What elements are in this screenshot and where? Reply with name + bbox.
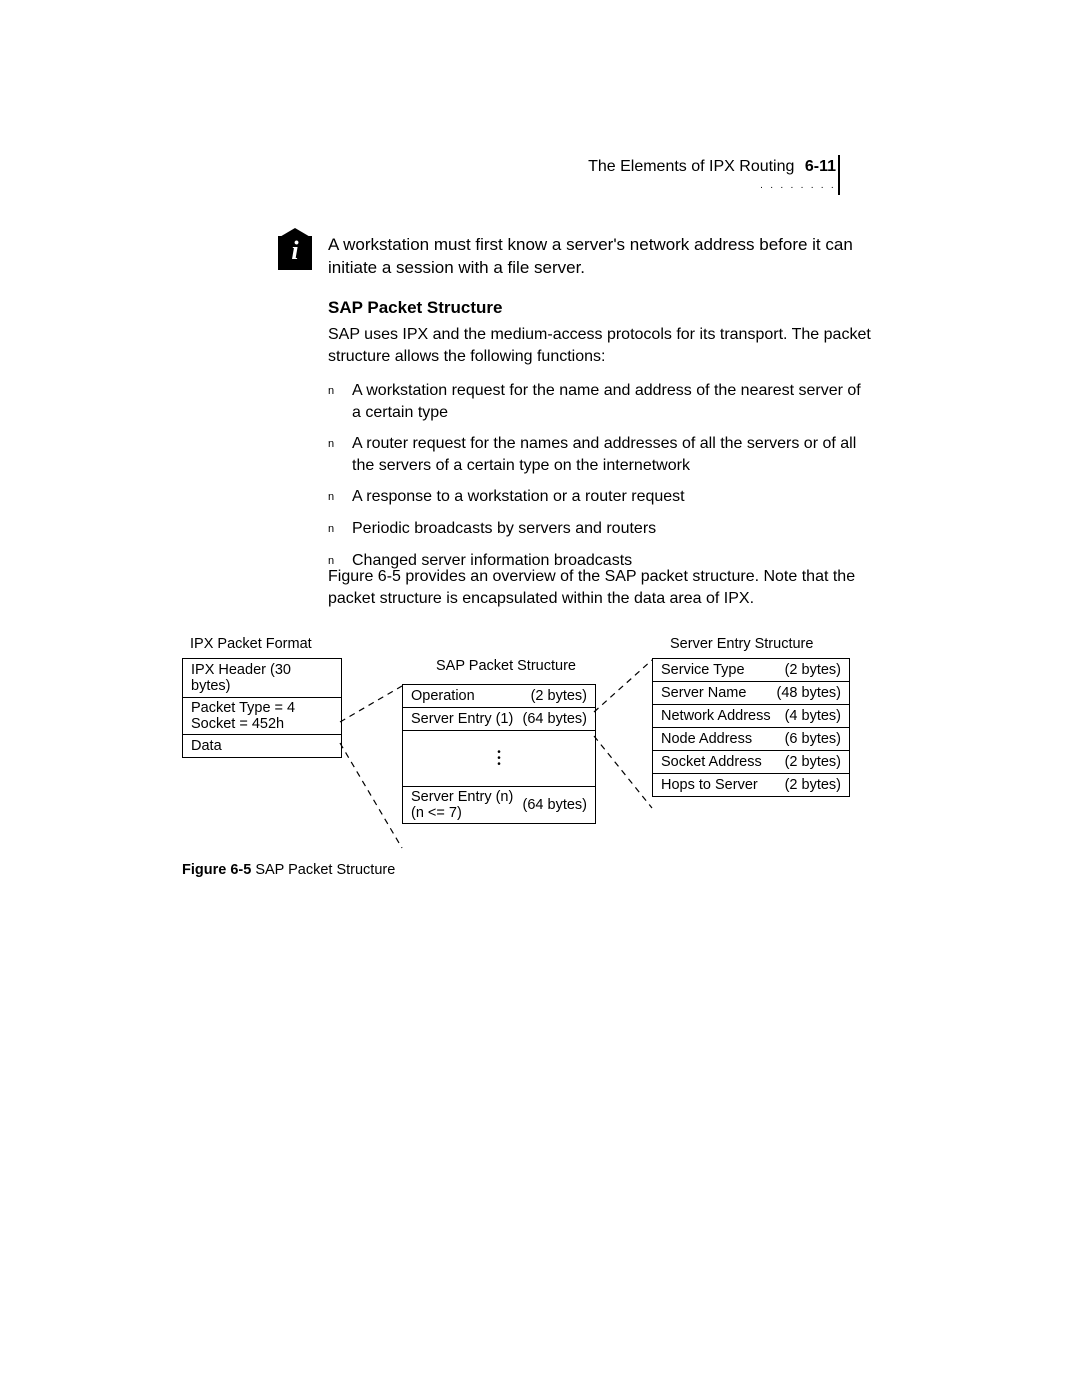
table-row: Socket Address (2 bytes) [653, 751, 849, 774]
cell-line: Packet Type = 4 [191, 700, 333, 716]
bullet-text: A response to a workstation or a router … [352, 486, 870, 508]
list-item: n A router request for the names and add… [328, 433, 870, 476]
header-title: The Elements of IPX Routing [588, 158, 794, 175]
bullet-list: n A workstation request for the name and… [328, 380, 870, 581]
bullet-text: A workstation request for the name and a… [352, 380, 870, 423]
bullet-text: Periodic broadcasts by servers and route… [352, 518, 870, 540]
connector-line [340, 686, 402, 722]
cell: Operation [411, 688, 531, 704]
cell: (4 bytes) [785, 708, 841, 724]
cell-line: Server Entry (n) [411, 789, 523, 805]
cell: Hops to Server [661, 777, 785, 793]
overview-text: Figure 6-5 provides an overview of the S… [328, 566, 872, 609]
cell: (2 bytes) [785, 777, 841, 793]
header-dots: · · · · · · · · [760, 182, 836, 193]
table-row: Server Name (48 bytes) [653, 682, 849, 705]
figure-caption: Figure 6-5 SAP Packet Structure [182, 862, 395, 878]
cell: Data [191, 738, 333, 754]
cell: (48 bytes) [777, 685, 841, 701]
cell: (64 bytes) [523, 711, 587, 727]
page-header: The Elements of IPX Routing 6-11 [588, 158, 836, 176]
cell: Service Type [661, 662, 785, 678]
cell: Server Name [661, 685, 777, 701]
bullet-marker: n [328, 433, 352, 476]
table-row: • • • [403, 731, 595, 787]
ellipsis-dot: • [497, 762, 501, 768]
caption-text: SAP Packet Structure [251, 862, 395, 878]
cell: Node Address [661, 731, 785, 747]
connector-line [340, 743, 402, 848]
connector-line [594, 736, 652, 808]
sap-struct-label: SAP Packet Structure [436, 658, 576, 674]
table-row: Hops to Server (2 bytes) [653, 774, 849, 796]
cell: (64 bytes) [523, 797, 587, 813]
cell: Network Address [661, 708, 785, 724]
packet-diagram: IPX Packet Format SAP Packet Structure S… [182, 630, 882, 890]
table-row: Network Address (4 bytes) [653, 705, 849, 728]
sap-packet-table: Operation (2 bytes) Server Entry (1) (64… [402, 684, 596, 824]
cell: (2 bytes) [785, 754, 841, 770]
ipx-format-label: IPX Packet Format [190, 636, 312, 652]
bullet-text: A router request for the names and addre… [352, 433, 870, 476]
server-entry-label: Server Entry Structure [670, 636, 813, 652]
cell-line: (n <= 7) [411, 805, 523, 821]
table-row: Node Address (6 bytes) [653, 728, 849, 751]
cell: Server Entry (1) [411, 711, 523, 727]
table-row: Packet Type = 4 Socket = 452h [183, 698, 341, 735]
info-icon: i [278, 236, 312, 270]
cell: Socket Address [661, 754, 785, 770]
list-item: n A workstation request for the name and… [328, 380, 870, 423]
connector-line [594, 660, 652, 712]
cell-line: Socket = 452h [191, 716, 333, 732]
page: The Elements of IPX Routing 6-11 · · · ·… [0, 0, 1080, 1397]
list-item: n Periodic broadcasts by servers and rou… [328, 518, 870, 540]
cell: Packet Type = 4 Socket = 452h [191, 700, 333, 732]
table-row: Server Entry (1) (64 bytes) [403, 708, 595, 731]
bullet-marker: n [328, 380, 352, 423]
caption-number: Figure 6-5 [182, 862, 251, 878]
list-item: n A response to a workstation or a route… [328, 486, 870, 508]
cell: IPX Header (30 bytes) [191, 662, 333, 694]
bullet-marker: n [328, 486, 352, 508]
cell: (2 bytes) [531, 688, 587, 704]
cell: (6 bytes) [785, 731, 841, 747]
cell: Server Entry (n) (n <= 7) [411, 789, 523, 821]
table-row: Service Type (2 bytes) [653, 659, 849, 682]
note-text: A workstation must ﬁrst know a server's … [328, 234, 868, 280]
table-row: IPX Header (30 bytes) [183, 659, 341, 698]
server-entry-table: Service Type (2 bytes) Server Name (48 b… [652, 658, 850, 797]
header-page-number: 6-11 [805, 158, 836, 175]
cell: (2 bytes) [785, 662, 841, 678]
table-row: Server Entry (n) (n <= 7) (64 bytes) [403, 787, 595, 823]
ipx-packet-table: IPX Header (30 bytes) Packet Type = 4 So… [182, 658, 342, 758]
table-row: Data [183, 735, 341, 757]
bullet-marker: n [328, 518, 352, 540]
intro-text: SAP uses IPX and the medium-access proto… [328, 324, 878, 367]
section-heading: SAP Packet Structure [328, 298, 502, 318]
table-row: Operation (2 bytes) [403, 685, 595, 708]
